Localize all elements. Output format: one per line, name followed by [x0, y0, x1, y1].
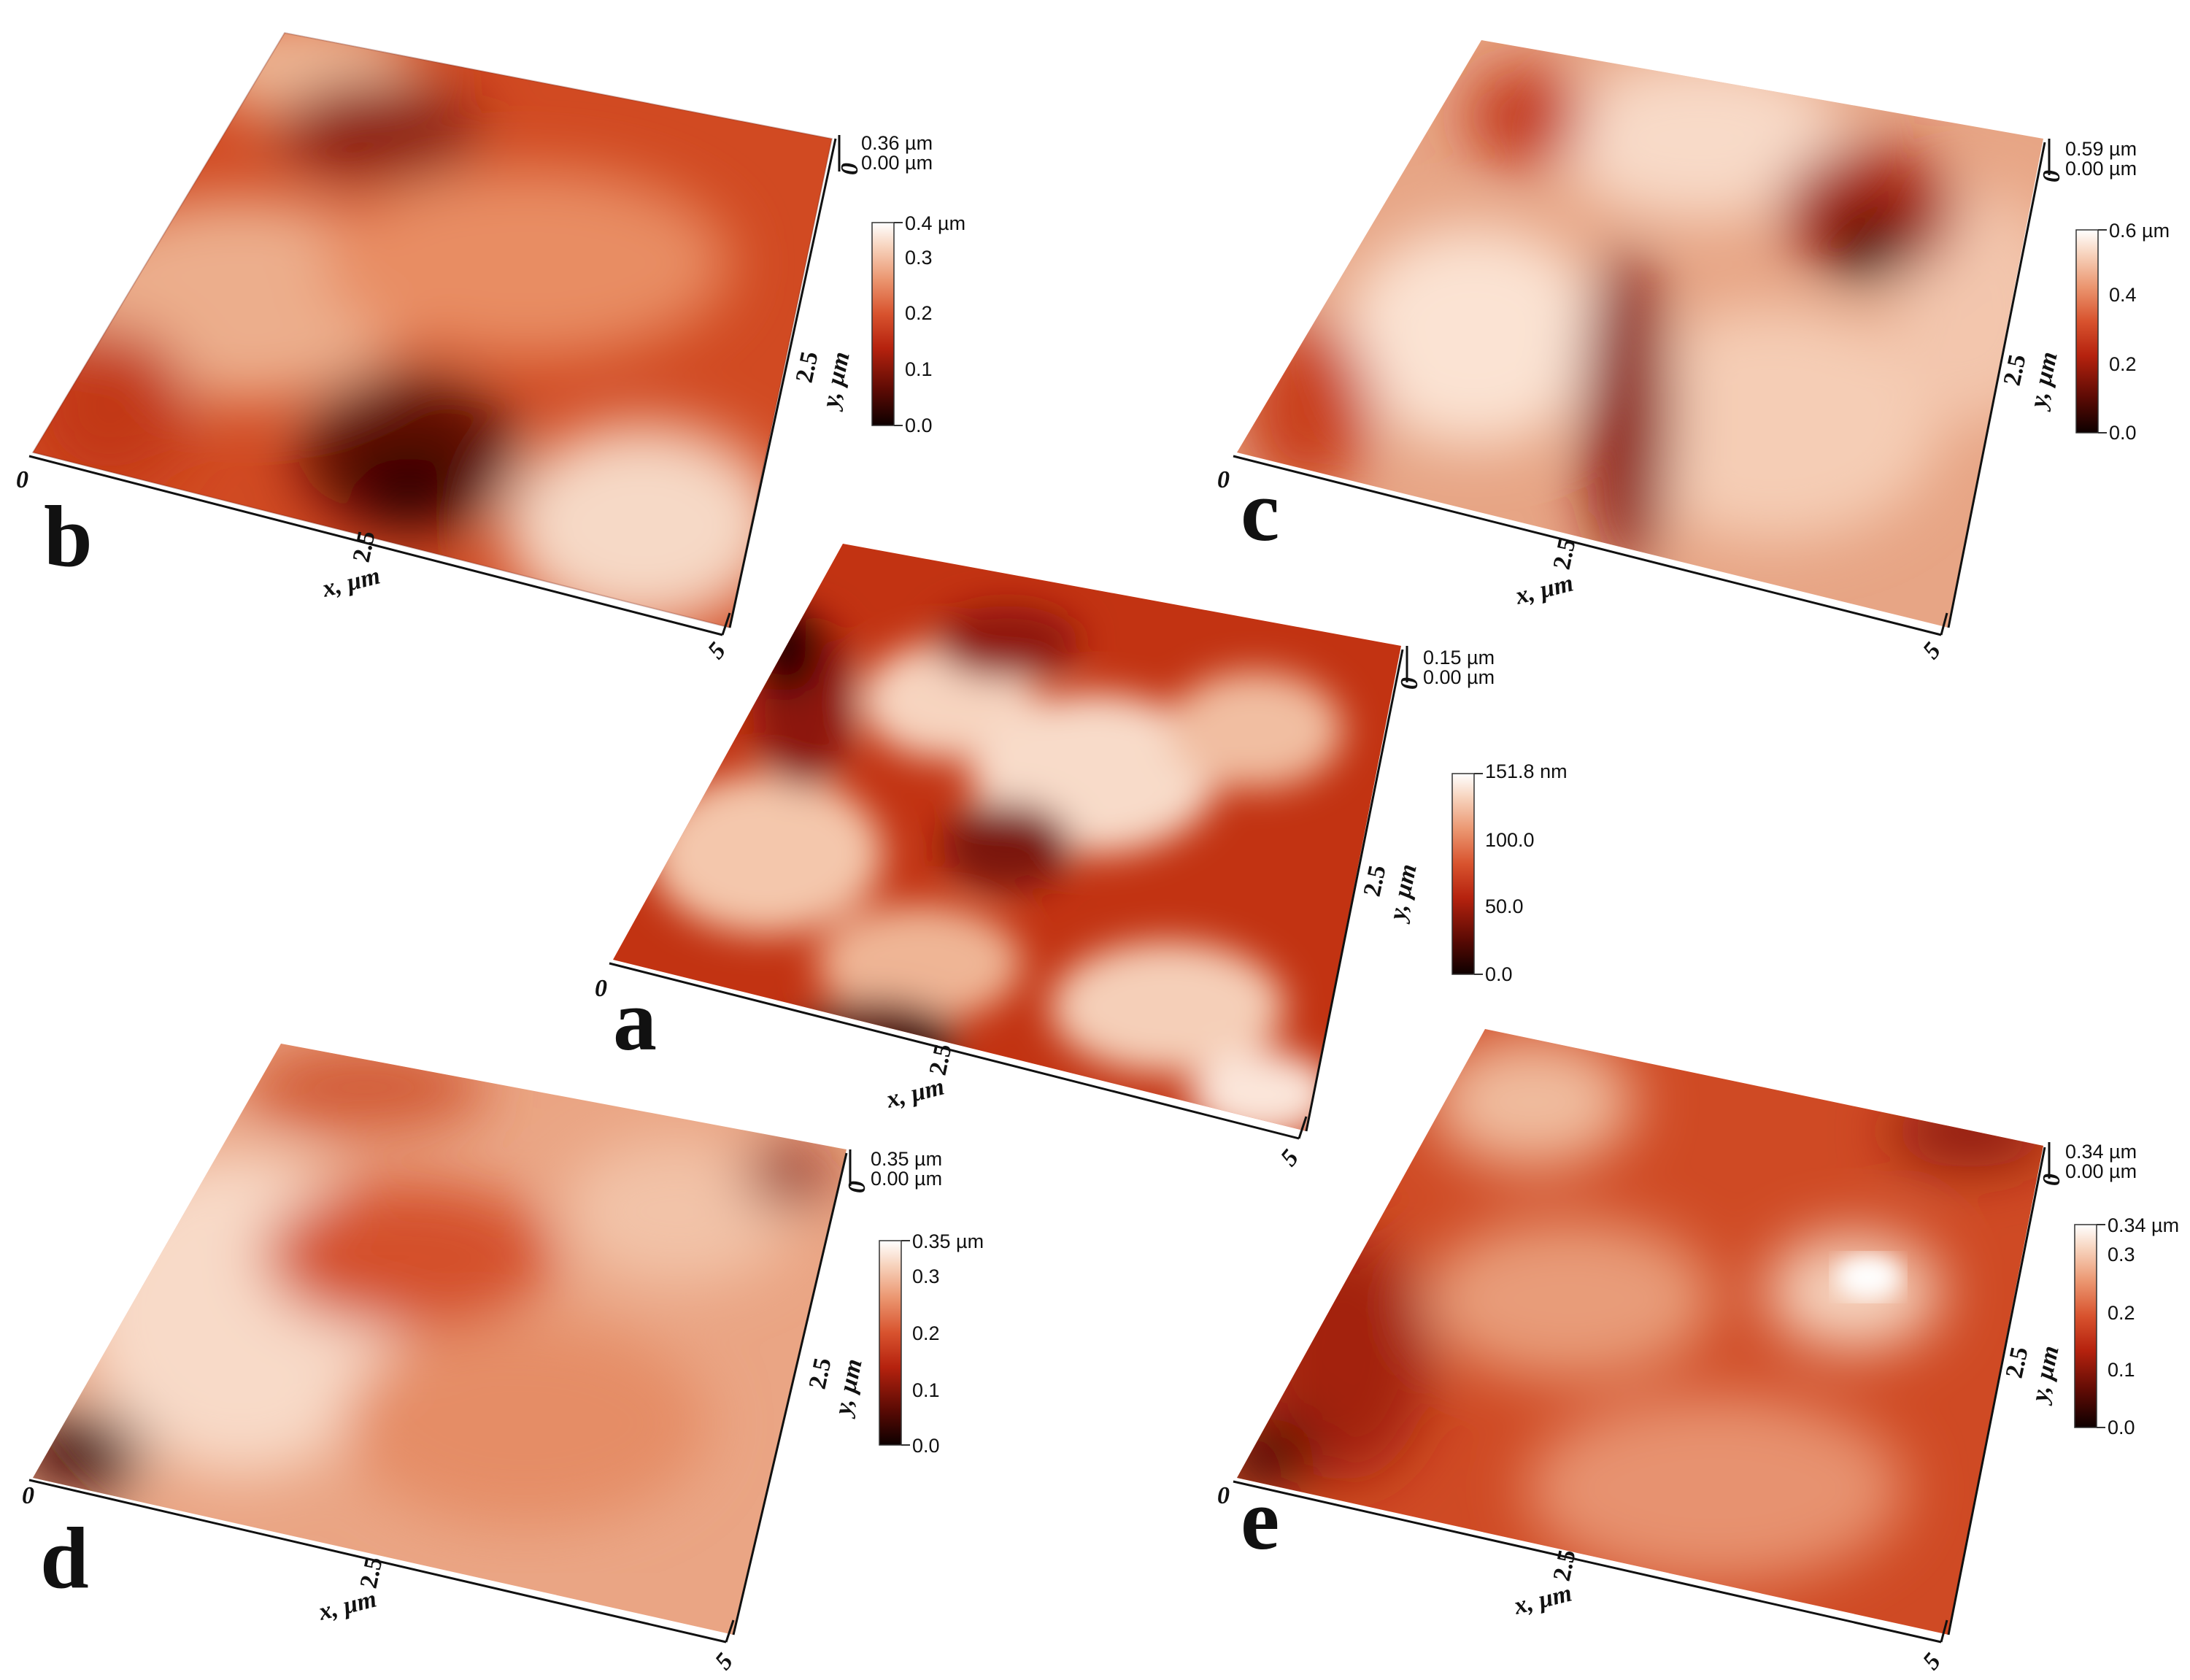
panel-c: 0.59 µm 0.00 µm 0 2.5 x, µm 5 0 2.5 y, µ… [1217, 40, 2170, 664]
y-axis-line-d [732, 1152, 848, 1635]
panel-b: 0.36 µm 0.00 µm 0 2.5 x, µm 5 0 2.5 y, µ… [16, 31, 965, 664]
y-tick-b-0: 0 [836, 163, 863, 175]
x-axis-label-c: x, µm [1512, 569, 1576, 610]
y-tick-a-0: 0 [1396, 677, 1423, 690]
colorbar-d: 0.35 µm 0.3 0.2 0.1 0.0 [879, 1230, 984, 1457]
y-axis-line-e [1947, 1147, 2046, 1635]
panel-label-a: a [613, 971, 657, 1068]
y-tick-b-1: 2.5 [791, 349, 824, 385]
x-tick-d-1: 2.5 [355, 1554, 388, 1590]
colorbar-tick-e-3: 0.1 [2108, 1359, 2135, 1381]
colorbar-tick-e-2: 0.2 [2108, 1302, 2135, 1324]
x-tick-b-1: 2.5 [348, 528, 381, 564]
y-axis-line-b [728, 138, 837, 628]
colorbar-tick-c-0: 0.6 µm [2109, 220, 2170, 242]
y-tick-d-1: 2.5 [804, 1355, 837, 1391]
colorbar-tick-e-1: 0.3 [2108, 1244, 2135, 1265]
colorbar-tick-a-3: 0.0 [1485, 963, 1513, 985]
x-tick-b-0: 0 [16, 466, 28, 493]
colorbar-tick-d-2: 0.2 [912, 1322, 940, 1344]
colorbar-e: 0.34 µm 0.3 0.2 0.1 0.0 [2074, 1214, 2179, 1438]
colorbar-tick-c-2: 0.2 [2109, 353, 2137, 375]
y-tick-c-1: 2.5 [1999, 352, 2032, 388]
y-axis-line-c [1947, 142, 2046, 628]
z-top-d: 0.35 µm [871, 1148, 942, 1170]
z-bottom-a: 0.00 µm [1423, 666, 1495, 688]
colorbar-tick-a-1: 100.0 [1485, 829, 1535, 851]
x-tick-c-0: 0 [1217, 466, 1230, 493]
z-bottom-b: 0.00 µm [861, 152, 933, 174]
colorbar-tick-e-4: 0.0 [2108, 1417, 2135, 1438]
z-bottom-c: 0.00 µm [2065, 158, 2137, 180]
y-tick-d-0: 0 [844, 1181, 871, 1193]
x-axis-line-e [1233, 1480, 1942, 1644]
colorbar-tick-b-4: 0.0 [905, 415, 933, 436]
colorbar-tick-c-3: 0.0 [2109, 422, 2137, 444]
z-top-e: 0.34 µm [2065, 1141, 2137, 1163]
topography-surface-e [1237, 1029, 2043, 1635]
colorbar-tick-b-0: 0.4 µm [905, 212, 965, 234]
x-tick-e-2: 5 [1918, 1648, 1946, 1675]
x-axis-line-d [28, 1479, 727, 1644]
colorbar-tick-b-3: 0.1 [905, 358, 933, 380]
colorbar-tick-a-2: 50.0 [1485, 895, 1524, 917]
colorbar-tick-b-1: 0.3 [905, 247, 933, 269]
panel-label-d: d [40, 1509, 89, 1606]
colorbar-tick-a-0: 151.8 nm [1485, 760, 1568, 782]
x-tick-a-0: 0 [595, 975, 607, 1002]
x-tick-e-1: 2.5 [1549, 1547, 1581, 1583]
y-tick-e-1: 2.5 [2001, 1344, 2034, 1380]
x-axis-line-a [609, 962, 1300, 1140]
panel-e: 0.34 µm 0.00 µm 0 2.5 x, µm 5 0 2.5 y, µ… [1217, 1029, 2179, 1675]
z-top-a: 0.15 µm [1423, 647, 1495, 668]
colorbar-tick-d-1: 0.3 [912, 1265, 940, 1287]
x-tick-d-0: 0 [22, 1482, 34, 1509]
x-axis-label-a: x, µm [883, 1073, 947, 1114]
panel-label-e: e [1241, 1471, 1279, 1568]
y-tick-e-0: 0 [2038, 1174, 2065, 1186]
colorbar-c: 0.6 µm 0.4 0.2 0.0 [2075, 220, 2170, 444]
y-tick-c-0: 0 [2038, 170, 2065, 182]
y-axis-line-a [1305, 649, 1404, 1132]
y-tick-a-1: 2.5 [1359, 863, 1392, 898]
panel-label-c: c [1241, 462, 1279, 559]
x-axis-line-b [28, 455, 723, 636]
x-tick-e-0: 0 [1217, 1482, 1230, 1509]
panel-d: 0.35 µm 0.00 µm 0 2.5 x, µm 5 0 2.5 y, µ… [22, 1044, 984, 1675]
x-axis-label-e: x, µm [1511, 1579, 1575, 1620]
x-tick-c-1: 2.5 [1549, 536, 1581, 571]
colorbar-tick-b-2: 0.2 [905, 302, 933, 324]
colorbar-a: 151.8 nm 100.0 50.0 0.0 [1451, 760, 1568, 985]
z-top-c: 0.59 µm [2065, 138, 2137, 160]
panel-label-b: b [44, 488, 93, 585]
colorbar-tick-d-0: 0.35 µm [912, 1230, 984, 1252]
x-tick-d-2: 5 [710, 1648, 739, 1675]
x-tick-c-2: 5 [1918, 637, 1946, 664]
z-bottom-d: 0.00 µm [871, 1168, 942, 1190]
colorbar-b: 0.4 µm 0.3 0.2 0.1 0.0 [871, 212, 965, 436]
z-bottom-e: 0.00 µm [2065, 1160, 2137, 1182]
x-tick-a-1: 2.5 [925, 1041, 957, 1077]
colorbar-tick-c-1: 0.4 [2109, 284, 2137, 306]
x-tick-a-2: 5 [1276, 1144, 1304, 1171]
colorbar-tick-d-4: 0.0 [912, 1435, 940, 1457]
colorbar-tick-e-0: 0.34 µm [2108, 1214, 2179, 1236]
topography-surface-b [33, 33, 832, 628]
topography-surface-d [33, 1044, 847, 1635]
x-axis-line-c [1233, 455, 1942, 636]
z-top-b: 0.36 µm [861, 132, 933, 154]
x-tick-b-2: 5 [703, 637, 731, 664]
x-axis-label-b: x, µm [319, 562, 383, 603]
colorbar-tick-d-3: 0.1 [912, 1379, 940, 1401]
x-axis-label-d: x, µm [315, 1585, 379, 1626]
